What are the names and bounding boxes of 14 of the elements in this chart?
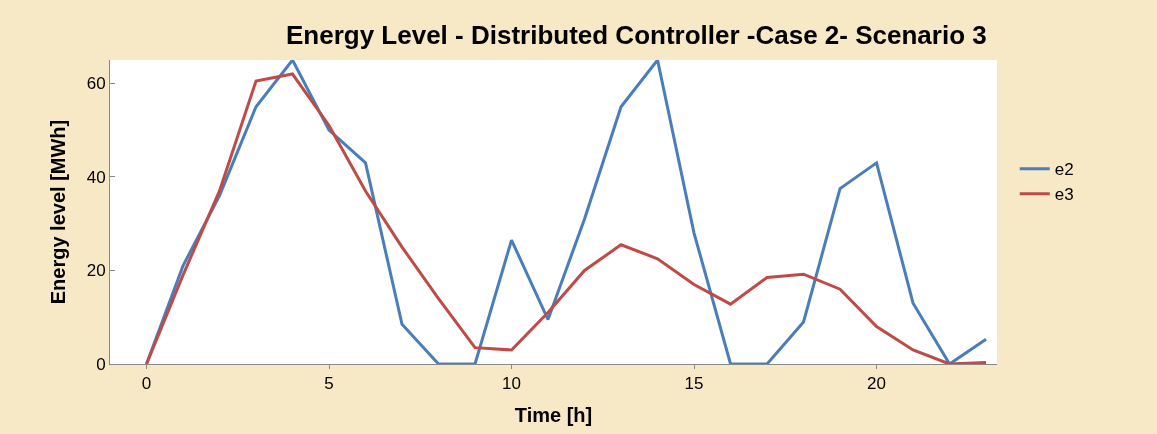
y-tick-label: 0 — [96, 354, 106, 374]
y-axis-title: Energy level [MWh] — [47, 119, 70, 305]
x-tick-label: 15 — [684, 374, 704, 394]
y-tick-label: 60 — [86, 74, 106, 94]
y-tick-label: 40 — [86, 167, 106, 187]
x-tick-label: 0 — [141, 374, 152, 394]
x-tick-label: 5 — [324, 374, 334, 394]
x-axis-title: Time [h] — [514, 403, 593, 426]
chart-title: Energy Level - Distributed Controller -Case 2- Scenario 3 — [285, 20, 987, 51]
y-tick-label: 20 — [86, 261, 106, 281]
x-tick-label: 10 — [502, 374, 521, 394]
x-tick-label: 20 — [867, 374, 886, 394]
legend-label: e3 — [1054, 185, 1074, 205]
legend-label: e2 — [1054, 160, 1074, 180]
